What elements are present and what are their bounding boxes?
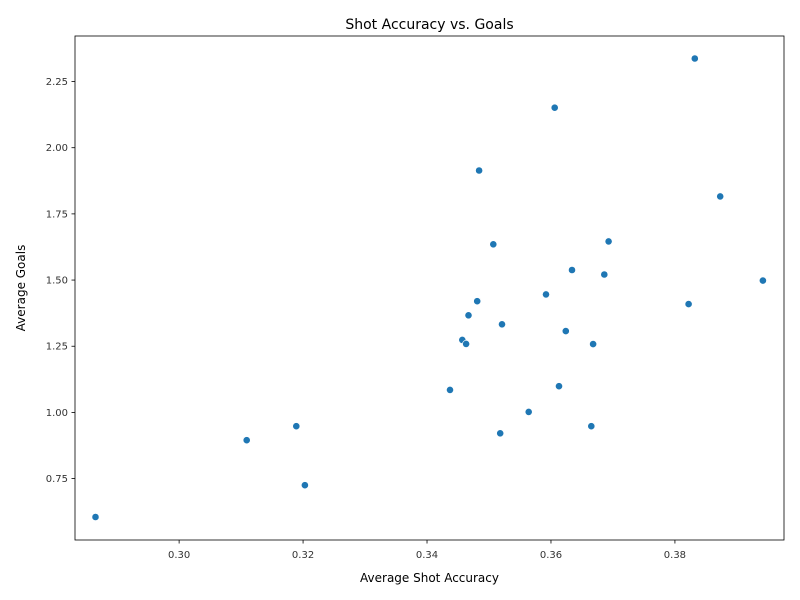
y-axis-ticks: 0.75 1.00 1.25 1.50 1.75 2.00 2.25	[46, 77, 75, 485]
data-point	[759, 276, 767, 285]
data-point	[550, 103, 559, 112]
data-point	[300, 481, 309, 490]
data-point	[498, 320, 506, 329]
data-point	[587, 422, 596, 431]
points-layer	[91, 54, 767, 521]
plot-frame	[74, 35, 785, 541]
data-point	[542, 290, 550, 299]
data-point	[568, 266, 576, 274]
data-point	[446, 385, 454, 394]
data-point	[600, 270, 609, 279]
data-point	[555, 382, 563, 391]
data-point	[242, 436, 251, 445]
y-tick-label: 1.25	[46, 342, 68, 353]
data-point	[292, 422, 301, 431]
data-point	[496, 429, 505, 438]
x-tick-label: 0.32	[292, 550, 314, 561]
data-point	[464, 311, 473, 320]
y-tick-label: 1.50	[46, 276, 68, 287]
y-tick-label: 2.00	[46, 143, 68, 154]
data-point	[91, 513, 100, 521]
y-tick-label: 1.00	[46, 408, 68, 419]
y-axis-label: Average Goals	[14, 245, 28, 332]
x-tick-label: 0.30	[168, 550, 190, 561]
x-tick-label: 0.34	[416, 550, 438, 561]
data-point	[473, 297, 482, 306]
data-point	[716, 192, 725, 201]
data-point	[604, 237, 613, 246]
data-point	[489, 240, 498, 249]
x-tick-label: 0.38	[664, 550, 686, 561]
chart-title: Shot Accuracy vs. Goals	[345, 17, 513, 33]
data-point	[690, 54, 699, 63]
x-axis-ticks: 0.30 0.32 0.34 0.36 0.38	[168, 540, 686, 561]
data-point	[684, 300, 693, 308]
x-tick-label: 0.36	[540, 550, 562, 561]
y-tick-label: 0.75	[46, 474, 68, 485]
data-point	[561, 327, 570, 335]
data-point	[462, 339, 470, 348]
x-axis-label: Average Shot Accuracy	[360, 571, 499, 585]
y-tick-label: 2.25	[46, 77, 68, 88]
data-point	[524, 407, 533, 416]
data-point	[475, 166, 483, 175]
y-tick-label: 1.75	[46, 209, 68, 220]
data-point	[589, 340, 597, 348]
